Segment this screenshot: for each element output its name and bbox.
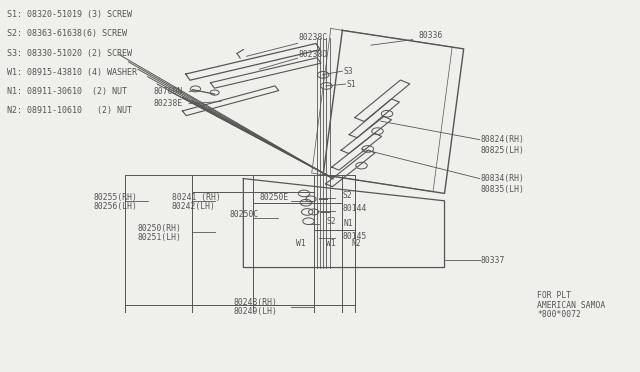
Text: 80238D: 80238D	[299, 50, 328, 59]
Text: 80760N: 80760N	[154, 87, 183, 96]
Text: S1: 08320-51019 (3) SCREW: S1: 08320-51019 (3) SCREW	[7, 10, 132, 19]
Text: S3: S3	[344, 67, 353, 76]
Text: N2: 08911-10610   (2) NUT: N2: 08911-10610 (2) NUT	[7, 106, 132, 115]
Text: S2: S2	[342, 191, 352, 200]
Text: 80250E: 80250E	[259, 193, 289, 202]
Text: W1: W1	[296, 239, 305, 248]
Text: 80249(LH): 80249(LH)	[234, 307, 278, 316]
Text: AMERICAN SAMOA: AMERICAN SAMOA	[537, 301, 605, 310]
Text: 80825(LH): 80825(LH)	[481, 146, 525, 155]
Text: S2: S2	[326, 217, 336, 226]
Text: 80242(LH): 80242(LH)	[172, 202, 216, 211]
Text: S2: 08363-61638(6) SCREW: S2: 08363-61638(6) SCREW	[7, 29, 127, 38]
Text: 80835(LH): 80835(LH)	[481, 185, 525, 194]
Text: 80834(RH): 80834(RH)	[481, 174, 525, 183]
Text: 80250C: 80250C	[229, 211, 259, 219]
Text: FOR PLT: FOR PLT	[537, 291, 572, 300]
Text: S3: 08330-51020 (2) SCREW: S3: 08330-51020 (2) SCREW	[7, 48, 132, 58]
Text: 80241 (RH): 80241 (RH)	[172, 193, 221, 202]
Text: 80256(LH): 80256(LH)	[93, 202, 137, 211]
Text: 80145: 80145	[342, 231, 367, 241]
Text: S1: S1	[347, 80, 356, 89]
Text: 80337: 80337	[481, 256, 506, 264]
Text: W1: W1	[326, 239, 336, 248]
Text: 80255(RH): 80255(RH)	[93, 193, 137, 202]
Text: 80248(RH): 80248(RH)	[234, 298, 278, 307]
Text: 80336: 80336	[419, 31, 444, 41]
Text: N1: 08911-30610  (2) NUT: N1: 08911-30610 (2) NUT	[7, 87, 127, 96]
Text: 80250(RH): 80250(RH)	[138, 224, 182, 233]
Text: 80251(LH): 80251(LH)	[138, 233, 182, 243]
Text: N2: N2	[352, 239, 362, 248]
Text: 80824(RH): 80824(RH)	[481, 135, 525, 144]
Text: 80144: 80144	[342, 205, 367, 214]
Text: N1: N1	[344, 219, 353, 228]
Text: 80238C: 80238C	[299, 33, 328, 42]
Text: *800*0072: *800*0072	[537, 311, 581, 320]
Text: 80238E: 80238E	[154, 99, 183, 108]
Text: W1: 08915-43810 (4) WASHER: W1: 08915-43810 (4) WASHER	[7, 68, 137, 77]
